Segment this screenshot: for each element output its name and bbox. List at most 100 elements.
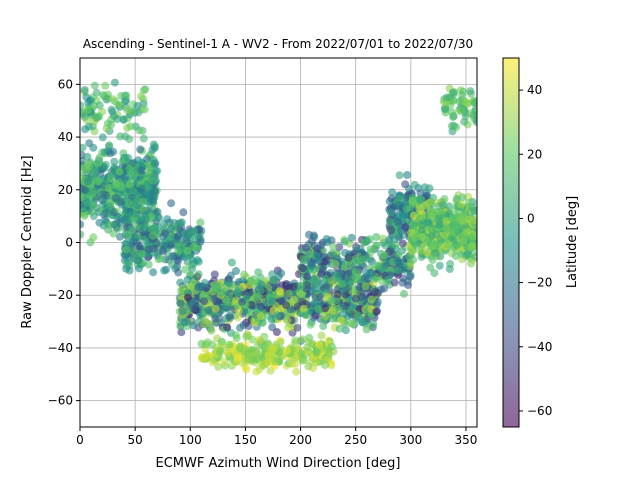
data-point	[323, 238, 332, 247]
data-point	[124, 198, 133, 207]
data-point	[196, 238, 205, 246]
data-point	[434, 202, 443, 211]
data-point	[457, 200, 466, 209]
data-point	[327, 297, 335, 306]
data-point	[169, 251, 178, 260]
data-point	[149, 176, 158, 185]
data-point	[211, 304, 220, 313]
y-tick-label: 60	[58, 77, 73, 91]
data-point	[106, 201, 114, 210]
data-point	[440, 105, 449, 113]
data-point	[156, 254, 165, 263]
data-point	[80, 204, 88, 213]
data-point	[233, 313, 242, 322]
data-point	[80, 168, 87, 177]
data-point	[81, 186, 89, 194]
data-point	[287, 360, 296, 368]
data-point	[304, 338, 313, 347]
x-tick-label: 150	[234, 433, 257, 447]
data-point	[143, 180, 152, 189]
data-point	[410, 233, 419, 242]
data-point	[310, 299, 319, 308]
data-point	[107, 120, 116, 129]
y-tick-label: 40	[58, 130, 73, 144]
data-point	[361, 282, 370, 291]
data-point	[277, 297, 286, 306]
data-point	[339, 302, 348, 310]
data-point	[139, 86, 148, 95]
data-point	[110, 220, 119, 229]
data-point	[159, 219, 168, 228]
data-point	[268, 323, 277, 332]
data-point	[142, 155, 151, 164]
data-point	[299, 255, 308, 264]
data-point	[189, 321, 198, 330]
data-point	[84, 106, 92, 114]
data-point	[131, 255, 140, 264]
data-point	[149, 268, 158, 277]
data-point	[372, 261, 381, 270]
data-point	[304, 362, 313, 371]
data-point	[104, 225, 113, 234]
data-point	[122, 245, 131, 254]
data-point	[176, 299, 185, 308]
data-point	[134, 156, 143, 165]
data-point	[183, 246, 192, 255]
data-point	[367, 295, 376, 304]
data-point	[205, 319, 214, 328]
data-point	[335, 270, 343, 279]
data-point	[223, 323, 232, 332]
chart-title: Ascending - Sentinel-1 A - WV2 - From 20…	[83, 37, 473, 51]
data-point	[210, 270, 219, 279]
data-point	[312, 251, 321, 260]
data-point	[124, 153, 133, 162]
data-point	[468, 241, 477, 250]
data-point	[151, 187, 160, 196]
data-point	[393, 217, 402, 226]
data-point	[248, 335, 257, 344]
data-point	[460, 117, 469, 126]
data-point	[88, 188, 97, 197]
data-point	[423, 248, 432, 257]
data-point	[105, 141, 114, 150]
x-tick-label: 0	[76, 433, 84, 447]
data-point	[204, 306, 213, 315]
data-point	[441, 231, 449, 240]
data-point	[226, 313, 235, 322]
data-point	[89, 163, 98, 172]
data-point	[211, 284, 220, 293]
data-point	[469, 206, 477, 215]
data-point	[289, 295, 298, 304]
data-point	[207, 326, 216, 335]
data-point	[197, 339, 206, 348]
data-point	[106, 149, 115, 158]
data-point	[450, 206, 459, 215]
data-point	[428, 242, 437, 251]
data-point	[430, 269, 439, 278]
data-point	[327, 342, 336, 351]
data-point	[177, 287, 186, 296]
data-point	[167, 224, 176, 233]
data-point	[300, 356, 308, 365]
data-point	[137, 92, 145, 101]
x-axis-label: ECMWF Azimuth Wind Direction [deg]	[156, 456, 401, 471]
data-point	[422, 211, 431, 220]
data-point	[341, 326, 350, 335]
data-point	[113, 115, 122, 124]
data-point	[149, 156, 158, 164]
data-point	[384, 275, 393, 284]
data-point	[88, 207, 97, 216]
data-point	[335, 243, 344, 252]
data-point	[137, 166, 146, 175]
data-point	[321, 304, 329, 313]
data-point	[285, 289, 294, 298]
y-tick-label: 0	[65, 236, 73, 250]
data-point	[317, 331, 326, 340]
data-point	[247, 301, 256, 309]
data-point	[450, 121, 458, 130]
data-point	[327, 249, 336, 258]
data-point	[458, 232, 467, 240]
data-point	[405, 184, 413, 193]
data-point	[408, 197, 417, 205]
data-point	[372, 233, 381, 241]
